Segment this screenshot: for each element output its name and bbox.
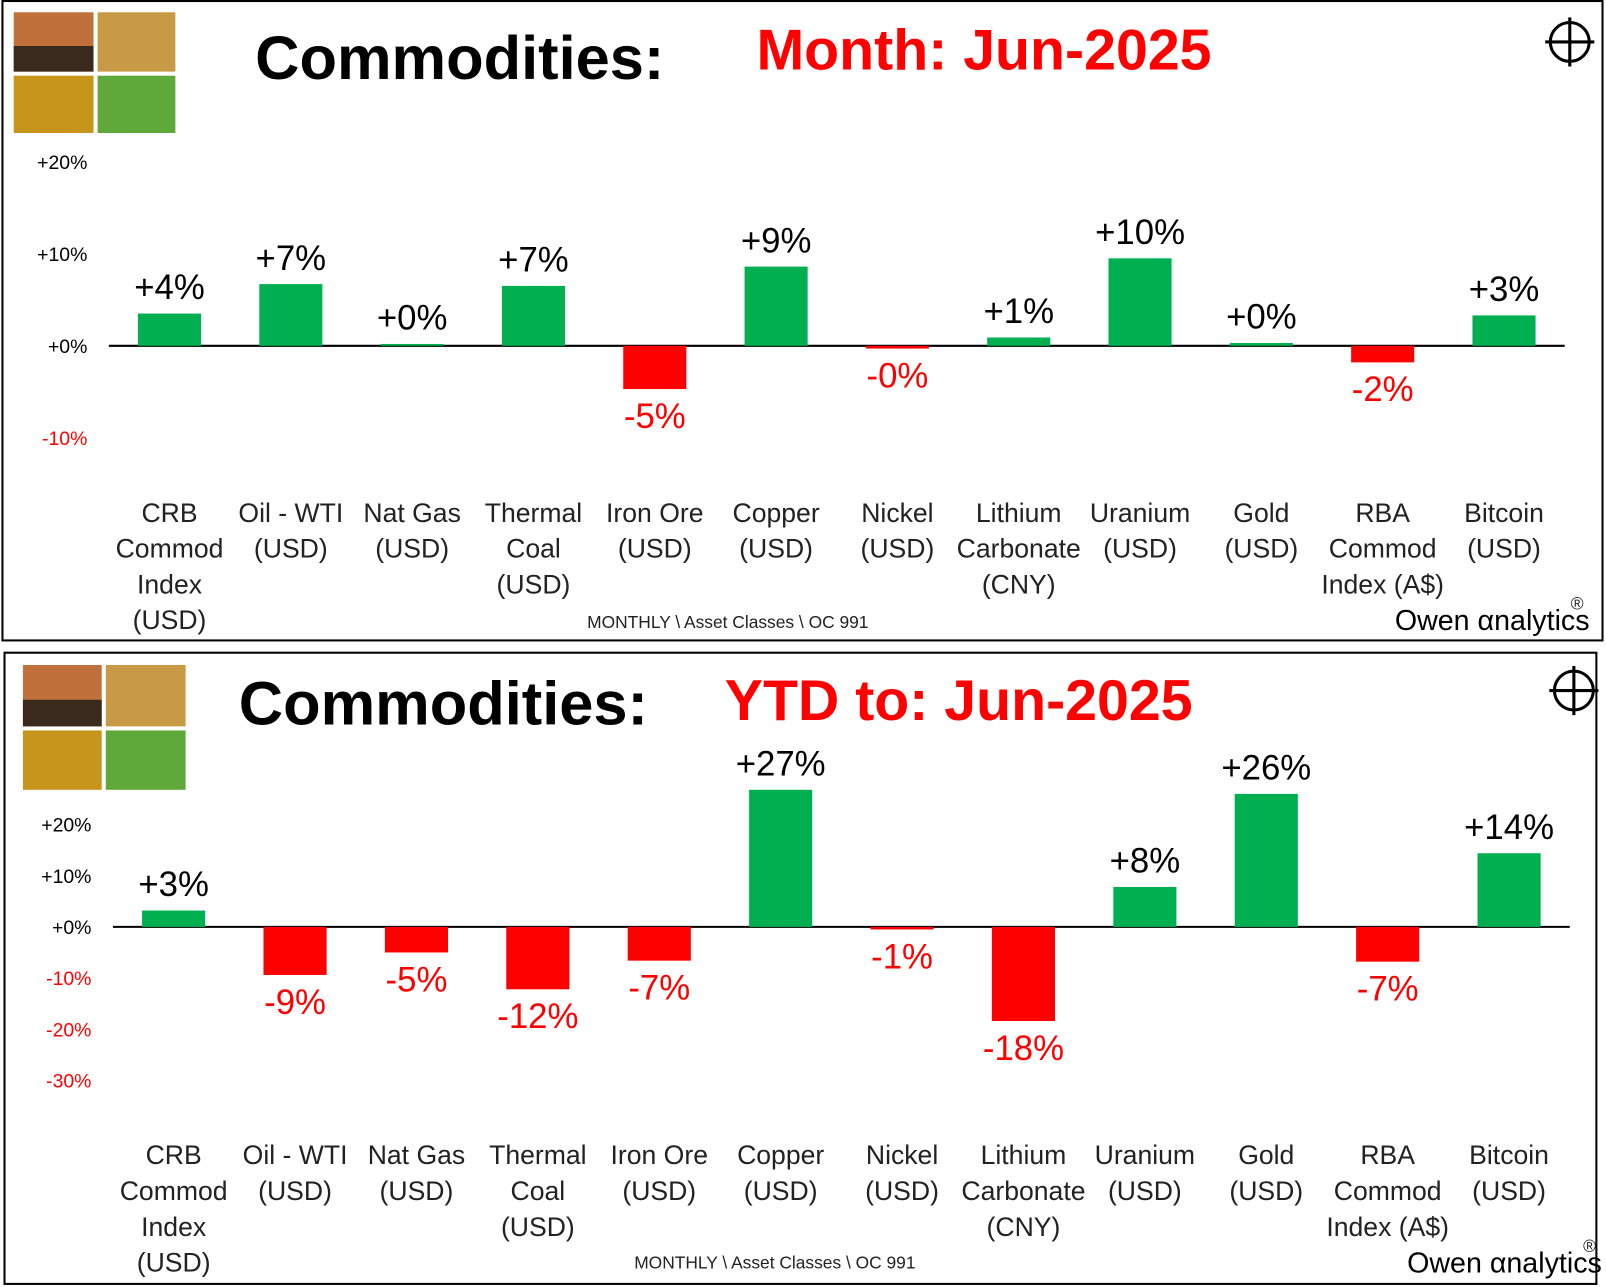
x-tick-label: Iron Ore (USD): [611, 1140, 709, 1206]
bar: [263, 926, 327, 975]
bar: [1472, 315, 1536, 346]
x-tick-label: CRB Commod Index (USD): [120, 1140, 228, 1277]
logo-registered: ®: [1571, 594, 1584, 614]
footer-text: MONTHLY \ Asset Classes \ OC 991: [634, 1253, 915, 1273]
y-tick-label: +20%: [41, 815, 91, 837]
value-label: +8%: [1110, 843, 1181, 881]
value-label: +7%: [498, 242, 569, 280]
value-label: -5%: [624, 398, 686, 436]
bar: [623, 345, 687, 390]
bar: [865, 345, 929, 349]
x-tick-label: Copper (USD): [733, 498, 820, 564]
x-tick-label: RBA Commod Index (A$): [1326, 1140, 1449, 1242]
bar: [1229, 343, 1293, 346]
x-tick-label: Gold (USD): [1229, 1140, 1303, 1206]
bar: [627, 926, 691, 961]
x-tick-label: Bitcoin (USD): [1469, 1140, 1549, 1206]
chart-subtitle: YTD to: Jun-2025: [725, 669, 1193, 733]
x-tick-label: Gold (USD): [1224, 498, 1298, 564]
x-tick-label: Lithium Carbonate (CNY): [957, 498, 1081, 600]
x-tick-label: Uranium (USD): [1095, 1140, 1195, 1206]
bar: [506, 926, 570, 990]
bar: [384, 926, 449, 953]
crosshair-icon: [1545, 17, 1599, 716]
bar: [1234, 793, 1298, 927]
value-label: +14%: [1464, 809, 1554, 847]
x-tick-label: Nickel (USD): [861, 498, 935, 564]
value-label: -5%: [386, 961, 448, 999]
value-label: -12%: [497, 998, 578, 1036]
value-label: +0%: [1226, 299, 1297, 337]
value-label: -9%: [264, 984, 326, 1022]
value-label: -18%: [983, 1030, 1064, 1068]
logo-text: Owen αnalytics: [1395, 605, 1590, 637]
chart-subtitle: Month: Jun-2025: [756, 19, 1211, 83]
bar: [501, 285, 566, 346]
value-label: +3%: [138, 866, 209, 904]
bar: [1108, 258, 1172, 346]
logo-text: Owen αnalytics: [1407, 1248, 1602, 1280]
value-label: -7%: [1357, 971, 1419, 1009]
value-label: +4%: [134, 269, 205, 307]
value-label: +1%: [983, 293, 1054, 331]
y-tick-label: -10%: [46, 968, 91, 990]
value-label: -2%: [1352, 371, 1414, 409]
y-tick-label: +0%: [48, 336, 87, 358]
y-tick-label: -30%: [46, 1071, 91, 1093]
x-tick-label: Uranium (USD): [1090, 498, 1190, 564]
value-label: -1%: [871, 938, 933, 976]
value-label: -7%: [628, 970, 690, 1008]
bar: [137, 313, 202, 346]
bar: [259, 284, 323, 346]
bar: [991, 926, 1056, 1022]
x-tick-label: Iron Ore (USD): [606, 498, 704, 564]
value-label: -0%: [867, 357, 929, 395]
bar: [1356, 926, 1420, 962]
value-label: +10%: [1095, 214, 1185, 252]
value-label: +27%: [736, 745, 826, 783]
value-label: +0%: [377, 300, 448, 338]
bar: [749, 789, 813, 927]
bar: [380, 343, 444, 346]
bar: [1113, 886, 1177, 927]
y-tick-label: -10%: [42, 428, 87, 450]
x-tick-label: CRB Commod Index (USD): [116, 498, 224, 635]
logo-registered: ®: [1583, 1236, 1596, 1256]
bar: [987, 337, 1051, 346]
photo-tiles: [13, 12, 186, 790]
bar: [142, 910, 206, 927]
bar: [870, 926, 934, 930]
footer-text: MONTHLY \ Asset Classes \ OC 991: [587, 612, 868, 632]
x-tick-label: Nickel (USD): [865, 1140, 939, 1206]
y-tick-label: +10%: [37, 244, 87, 266]
x-tick-label: Thermal Coal (USD): [489, 1140, 586, 1242]
bar: [744, 266, 808, 346]
y-tick-label: +10%: [41, 866, 91, 888]
value-label: +7%: [256, 240, 327, 278]
value-label: +9%: [741, 222, 812, 260]
x-tick-label: Nat Gas (USD): [363, 498, 461, 564]
y-tick-label: -20%: [46, 1019, 91, 1041]
x-tick-label: Bitcoin (USD): [1464, 498, 1544, 564]
x-tick-label: Oil - WTI (USD): [238, 498, 343, 564]
x-tick-label: Nat Gas (USD): [368, 1140, 466, 1206]
y-tick-label: +20%: [37, 152, 87, 174]
x-tick-label: Lithium Carbonate (CNY): [961, 1140, 1085, 1242]
x-tick-label: Thermal Coal (USD): [485, 498, 582, 600]
value-label: +26%: [1221, 750, 1311, 788]
chart-title: Commodities:: [239, 669, 648, 738]
x-tick-label: RBA Commod Index (A$): [1321, 498, 1444, 600]
x-tick-label: Oil - WTI (USD): [243, 1140, 348, 1206]
value-label: +3%: [1469, 271, 1540, 309]
x-tick-label: Copper (USD): [737, 1140, 824, 1206]
chart-title: Commodities:: [255, 24, 664, 93]
bar: [1351, 345, 1415, 363]
bar: [1477, 853, 1541, 927]
y-tick-label: +0%: [52, 917, 91, 939]
